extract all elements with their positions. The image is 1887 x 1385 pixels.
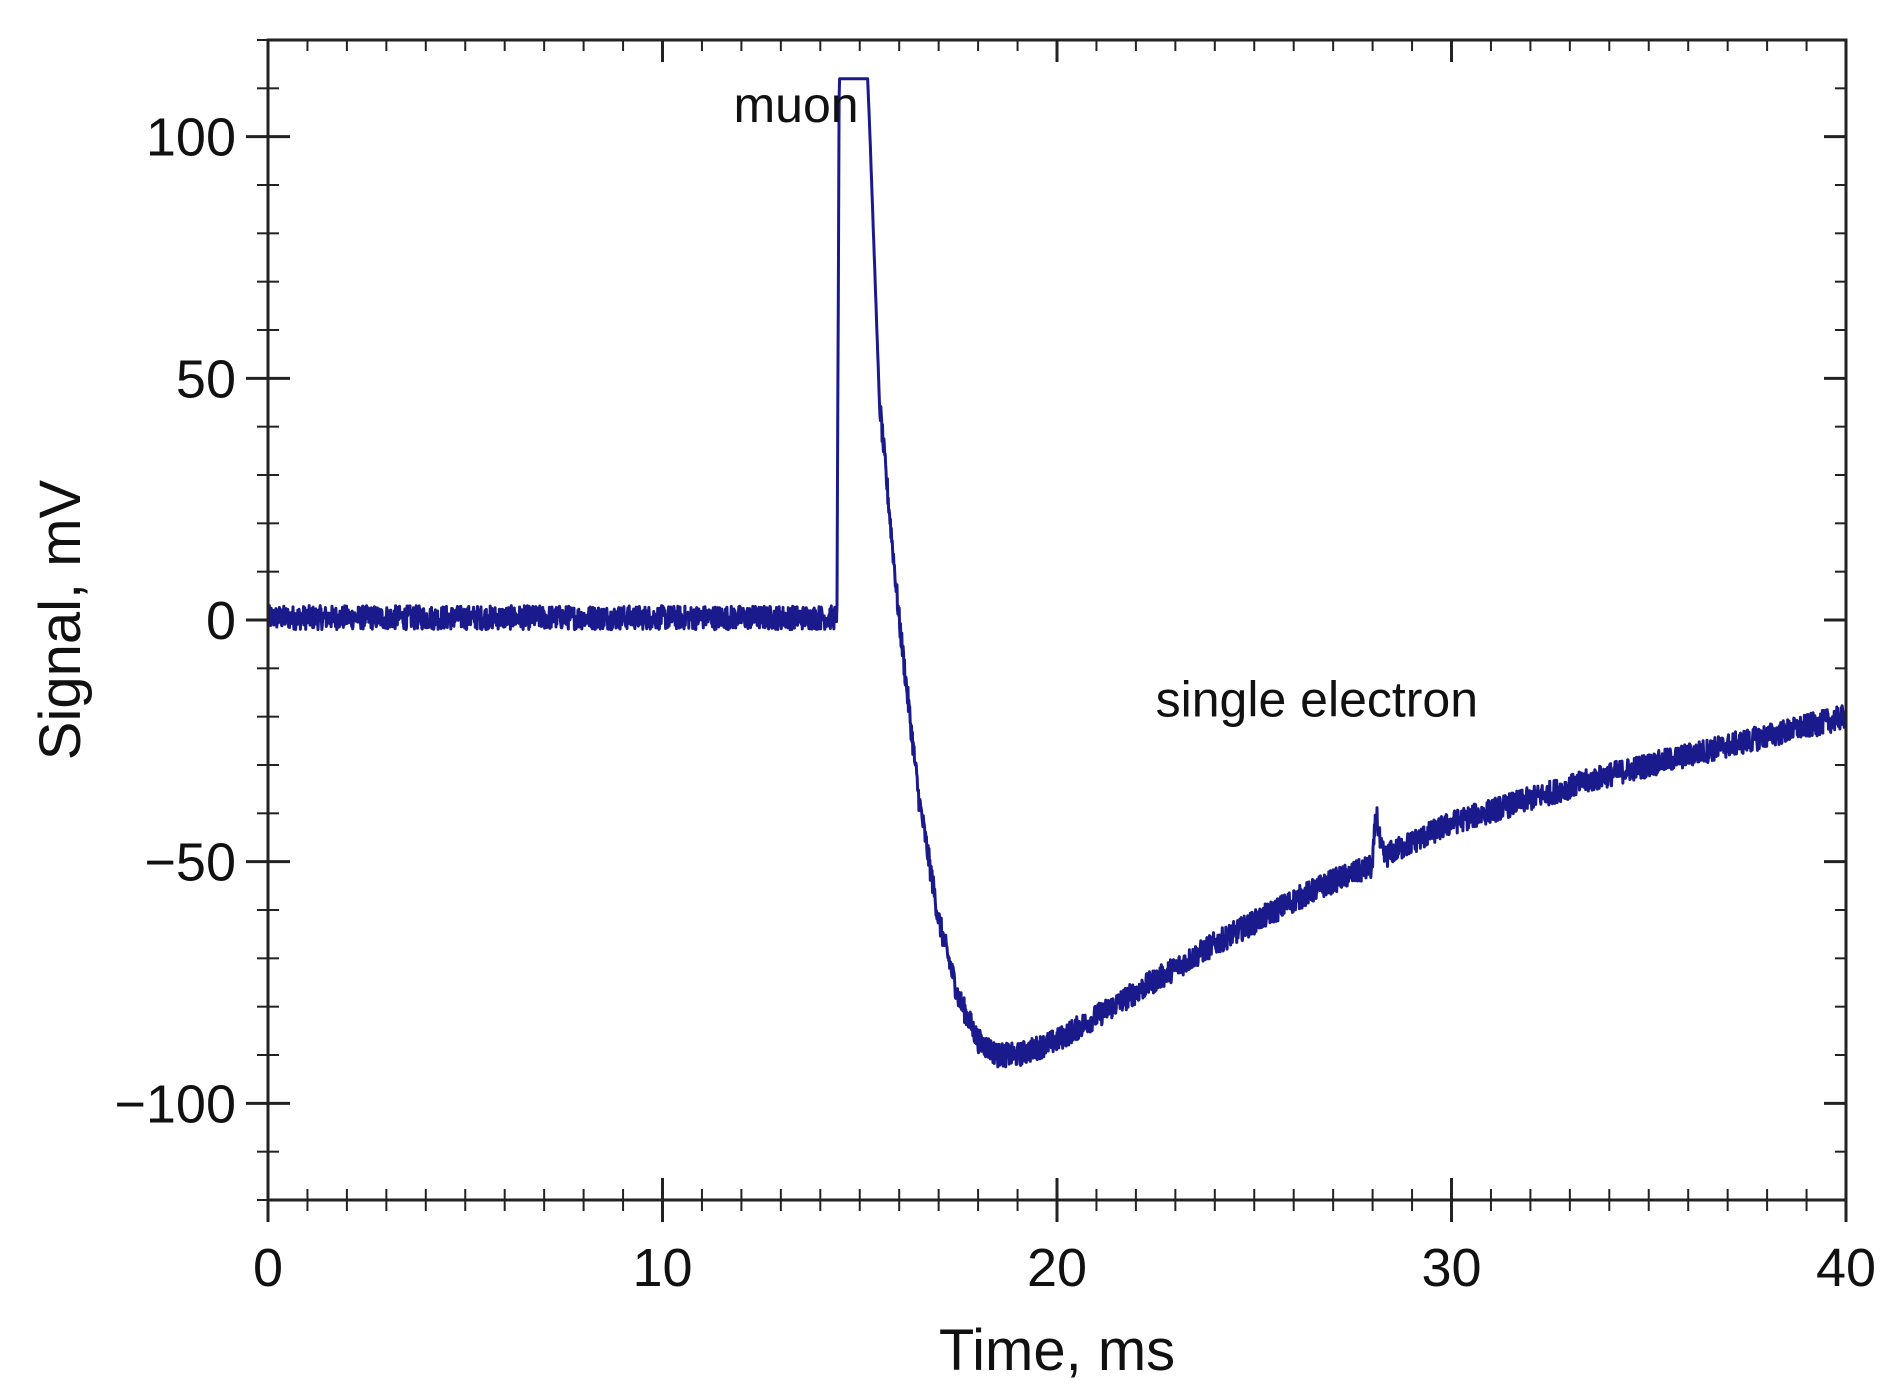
x-tick-label: 0 [253, 1238, 283, 1298]
plot-frame [266, 38, 1848, 1202]
annotation-single-electron: single electron [1156, 672, 1478, 728]
y-tick-label: 0 [206, 591, 236, 651]
y-tick-label: −100 [114, 1074, 236, 1134]
series-line-signal [266, 77, 1848, 1069]
annotation-muon: muon [734, 77, 859, 133]
y-tick-label: 50 [176, 349, 236, 409]
x-tick-label: 10 [632, 1238, 692, 1298]
y-tick-label: 100 [146, 108, 236, 168]
y-axis-title: Signal, mV [28, 479, 93, 760]
x-tick-labels: 0 10 20 30 40 [253, 1238, 1876, 1298]
x-tick-label: 40 [1816, 1238, 1876, 1298]
minor-ticks [257, 39, 1846, 1211]
x-tick-label: 30 [1421, 1238, 1481, 1298]
x-tick-label: 20 [1027, 1238, 1087, 1298]
y-tick-label: −50 [144, 833, 236, 893]
x-axis-title: Time, ms [939, 1318, 1175, 1383]
y-tick-labels: 100 50 0 −50 −100 [114, 108, 236, 1135]
